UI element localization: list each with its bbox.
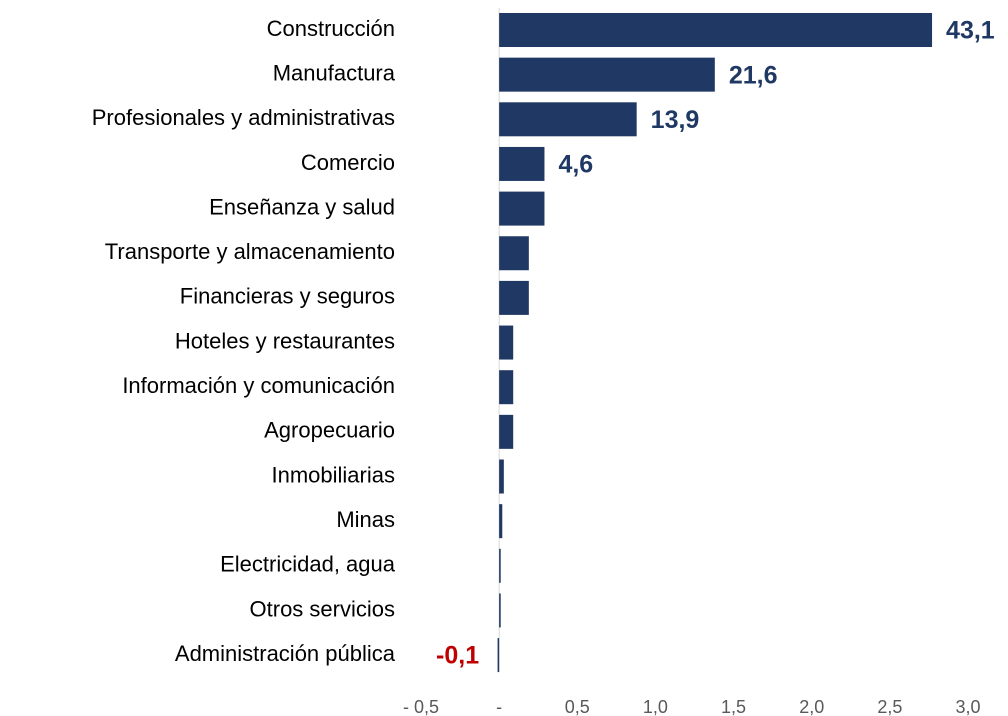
category-label: Construcción — [267, 16, 395, 41]
bar — [499, 146, 545, 181]
bar — [499, 280, 529, 315]
bar — [499, 504, 503, 539]
data-label: 21,6 — [729, 61, 778, 89]
category-label: Agropecuario — [264, 418, 395, 443]
bar — [499, 102, 637, 137]
bar — [499, 236, 529, 271]
data-label: 43,1 — [946, 17, 995, 45]
category-label: Transporte y almacenamiento — [105, 239, 395, 264]
bar — [499, 593, 501, 628]
bar — [499, 370, 514, 405]
x-tick-label: 3,0 — [955, 697, 980, 716]
bar — [499, 57, 715, 92]
bar — [499, 191, 545, 226]
x-tick-label: 2,5 — [877, 697, 902, 716]
category-label: Información y comunicación — [122, 373, 395, 398]
bar — [499, 414, 514, 449]
x-tick-label: 1,0 — [643, 697, 668, 716]
category-label: Enseñanza y salud — [209, 194, 395, 219]
x-tick-label: 1,5 — [721, 697, 746, 716]
category-label: Electricidad, agua — [220, 552, 396, 577]
x-tick-label: - 0,5 — [403, 697, 439, 716]
category-label: Otros servicios — [250, 596, 395, 621]
category-label: Profesionales y administrativas — [92, 105, 395, 130]
x-tick-label: 2,0 — [799, 697, 824, 716]
category-label: Financieras y seguros — [180, 284, 395, 309]
x-tick-label: 0,5 — [565, 697, 590, 716]
category-label: Inmobiliarias — [272, 462, 396, 487]
x-tick-label: - — [496, 697, 502, 716]
data-label: 13,9 — [651, 106, 700, 134]
bar — [499, 13, 933, 47]
category-label: Minas — [336, 507, 395, 532]
bar — [499, 325, 514, 360]
data-label: 4,6 — [558, 151, 593, 179]
bar — [499, 459, 504, 494]
category-label: Comercio — [301, 150, 395, 175]
category-label: Hoteles y restaurantes — [175, 328, 395, 353]
data-label: -0,1 — [436, 642, 479, 670]
bar — [497, 638, 500, 673]
bar — [499, 548, 501, 583]
category-label: Manufactura — [273, 60, 396, 85]
category-label: Administración pública — [175, 641, 396, 666]
